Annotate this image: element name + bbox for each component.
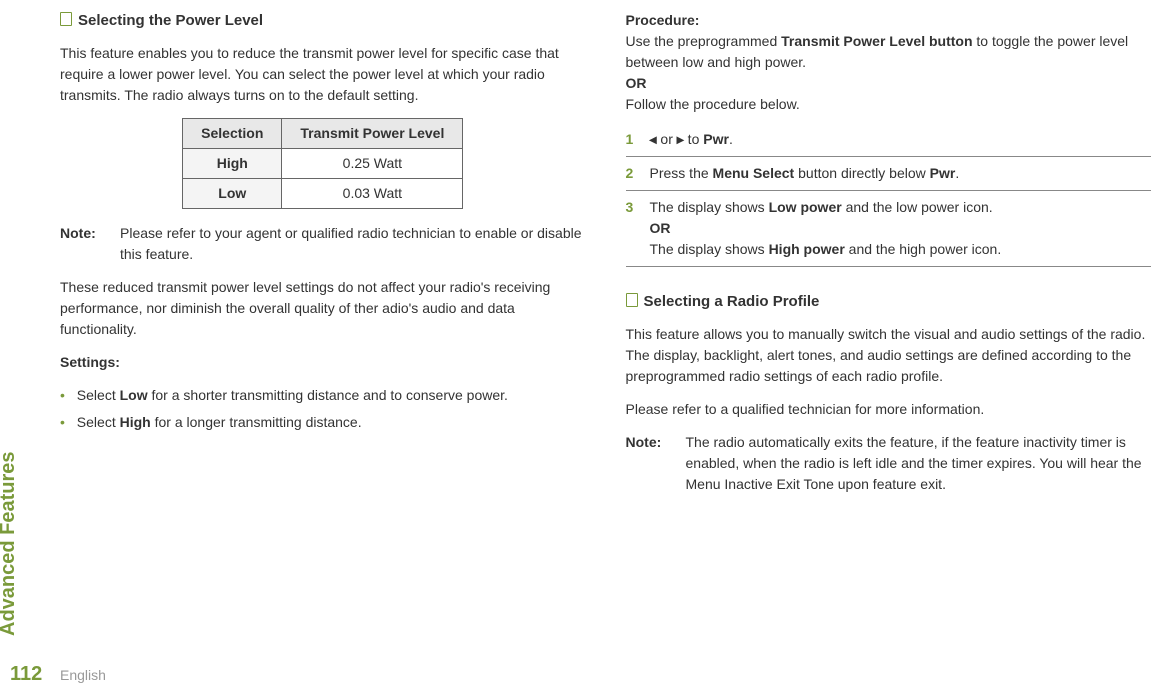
or-label: OR xyxy=(626,75,647,91)
ui-text-pwr: Pwr xyxy=(930,165,956,181)
th-selection: Selection xyxy=(183,118,282,148)
book-icon xyxy=(626,293,638,307)
heading-radio-profile: Selecting a Radio Profile xyxy=(626,291,1152,314)
ui-text-high: High xyxy=(120,414,151,430)
text: button directly below xyxy=(794,165,929,181)
note-label: Note: xyxy=(60,223,120,265)
text: The display shows xyxy=(650,199,769,215)
note-block: Note: Please refer to your agent or qual… xyxy=(60,223,586,265)
text: . xyxy=(729,131,733,147)
paragraph-receiving: These reduced transmit power level setti… xyxy=(60,277,586,340)
table-row: Low 0.03 Watt xyxy=(183,178,463,208)
text: for a shorter transmitting distance and … xyxy=(148,387,508,403)
intro-paragraph: This feature enables you to reduce the t… xyxy=(60,43,586,106)
note-text: Please refer to your agent or qualified … xyxy=(120,223,586,265)
heading-text: Selecting the Power Level xyxy=(78,12,263,29)
profile-paragraph-1: This feature allows you to manually swit… xyxy=(626,324,1152,387)
table-row: High 0.25 Watt xyxy=(183,148,463,178)
bold-text: Transmit Power Level button xyxy=(781,33,972,49)
profile-paragraph-2: Please refer to a qualified technician f… xyxy=(626,399,1152,420)
note-text: The radio automatically exits the featur… xyxy=(686,432,1152,495)
content: Selecting the Power Level This feature e… xyxy=(50,0,1171,696)
or-label: OR xyxy=(650,220,671,236)
text: to xyxy=(684,131,703,147)
step-body: Press the Menu Select button directly be… xyxy=(650,163,960,184)
left-column: Selecting the Power Level This feature e… xyxy=(60,10,586,686)
step-number: 3 xyxy=(626,197,650,260)
procedure-block: Procedure: Use the preprogrammed Transmi… xyxy=(626,10,1152,115)
language-label: English xyxy=(60,667,106,683)
right-arrow-icon: ▸ xyxy=(677,131,684,147)
text: for a longer transmitting distance. xyxy=(151,414,362,430)
text: or xyxy=(657,131,677,147)
text: Press the xyxy=(650,165,713,181)
text: Use the preprogrammed xyxy=(626,33,782,49)
note-block-2: Note: The radio automatically exits the … xyxy=(626,432,1152,495)
cell-high-label: High xyxy=(183,148,282,178)
page-number: 112 xyxy=(10,663,42,686)
ui-text-low: Low xyxy=(120,387,148,403)
text: Follow the procedure below. xyxy=(626,96,800,112)
heading-text: Selecting a Radio Profile xyxy=(644,293,820,310)
text: and the low power icon. xyxy=(842,199,993,215)
cell-low-label: Low xyxy=(183,178,282,208)
cell-low-value: 0.03 Watt xyxy=(282,178,463,208)
text: Select xyxy=(77,387,120,403)
note-label: Note: xyxy=(626,432,686,495)
section-label: Advanced Features xyxy=(0,451,20,636)
settings-list: Select Low for a shorter transmitting di… xyxy=(60,385,586,433)
page: Advanced Features 112 Selecting the Powe… xyxy=(0,0,1171,696)
ui-text-high-power: High power xyxy=(769,241,845,257)
power-table: Selection Transmit Power Level High 0.25… xyxy=(182,118,463,209)
text: The display shows xyxy=(650,241,769,257)
list-item: Select Low for a shorter transmitting di… xyxy=(60,385,586,406)
text: Select xyxy=(77,414,120,430)
list-item: Select High for a longer transmitting di… xyxy=(60,412,586,433)
step-body: The display shows Low power and the low … xyxy=(650,197,1002,260)
bold-text: Menu Select xyxy=(713,165,795,181)
step-number: 2 xyxy=(626,163,650,184)
book-icon xyxy=(60,12,72,26)
ui-text-pwr: Pwr xyxy=(703,131,729,147)
step-body: ◂ or ▸ to Pwr. xyxy=(650,129,733,150)
text: . xyxy=(955,165,959,181)
th-power: Transmit Power Level xyxy=(282,118,463,148)
step-3: 3 The display shows Low power and the lo… xyxy=(626,191,1152,267)
step-1: 1 ◂ or ▸ to Pwr. xyxy=(626,123,1152,157)
cell-high-value: 0.25 Watt xyxy=(282,148,463,178)
settings-label: Settings: xyxy=(60,352,586,373)
text: and the high power icon. xyxy=(845,241,1001,257)
heading-power-level: Selecting the Power Level xyxy=(60,10,586,33)
step-number: 1 xyxy=(626,129,650,150)
procedure-label: Procedure: xyxy=(626,12,700,28)
sidebar: Advanced Features 112 xyxy=(0,0,50,696)
left-arrow-icon: ◂ xyxy=(650,131,657,147)
step-2: 2 Press the Menu Select button directly … xyxy=(626,157,1152,191)
right-column: Procedure: Use the preprogrammed Transmi… xyxy=(626,10,1152,686)
table-header-row: Selection Transmit Power Level xyxy=(183,118,463,148)
ui-text-low-power: Low power xyxy=(769,199,842,215)
